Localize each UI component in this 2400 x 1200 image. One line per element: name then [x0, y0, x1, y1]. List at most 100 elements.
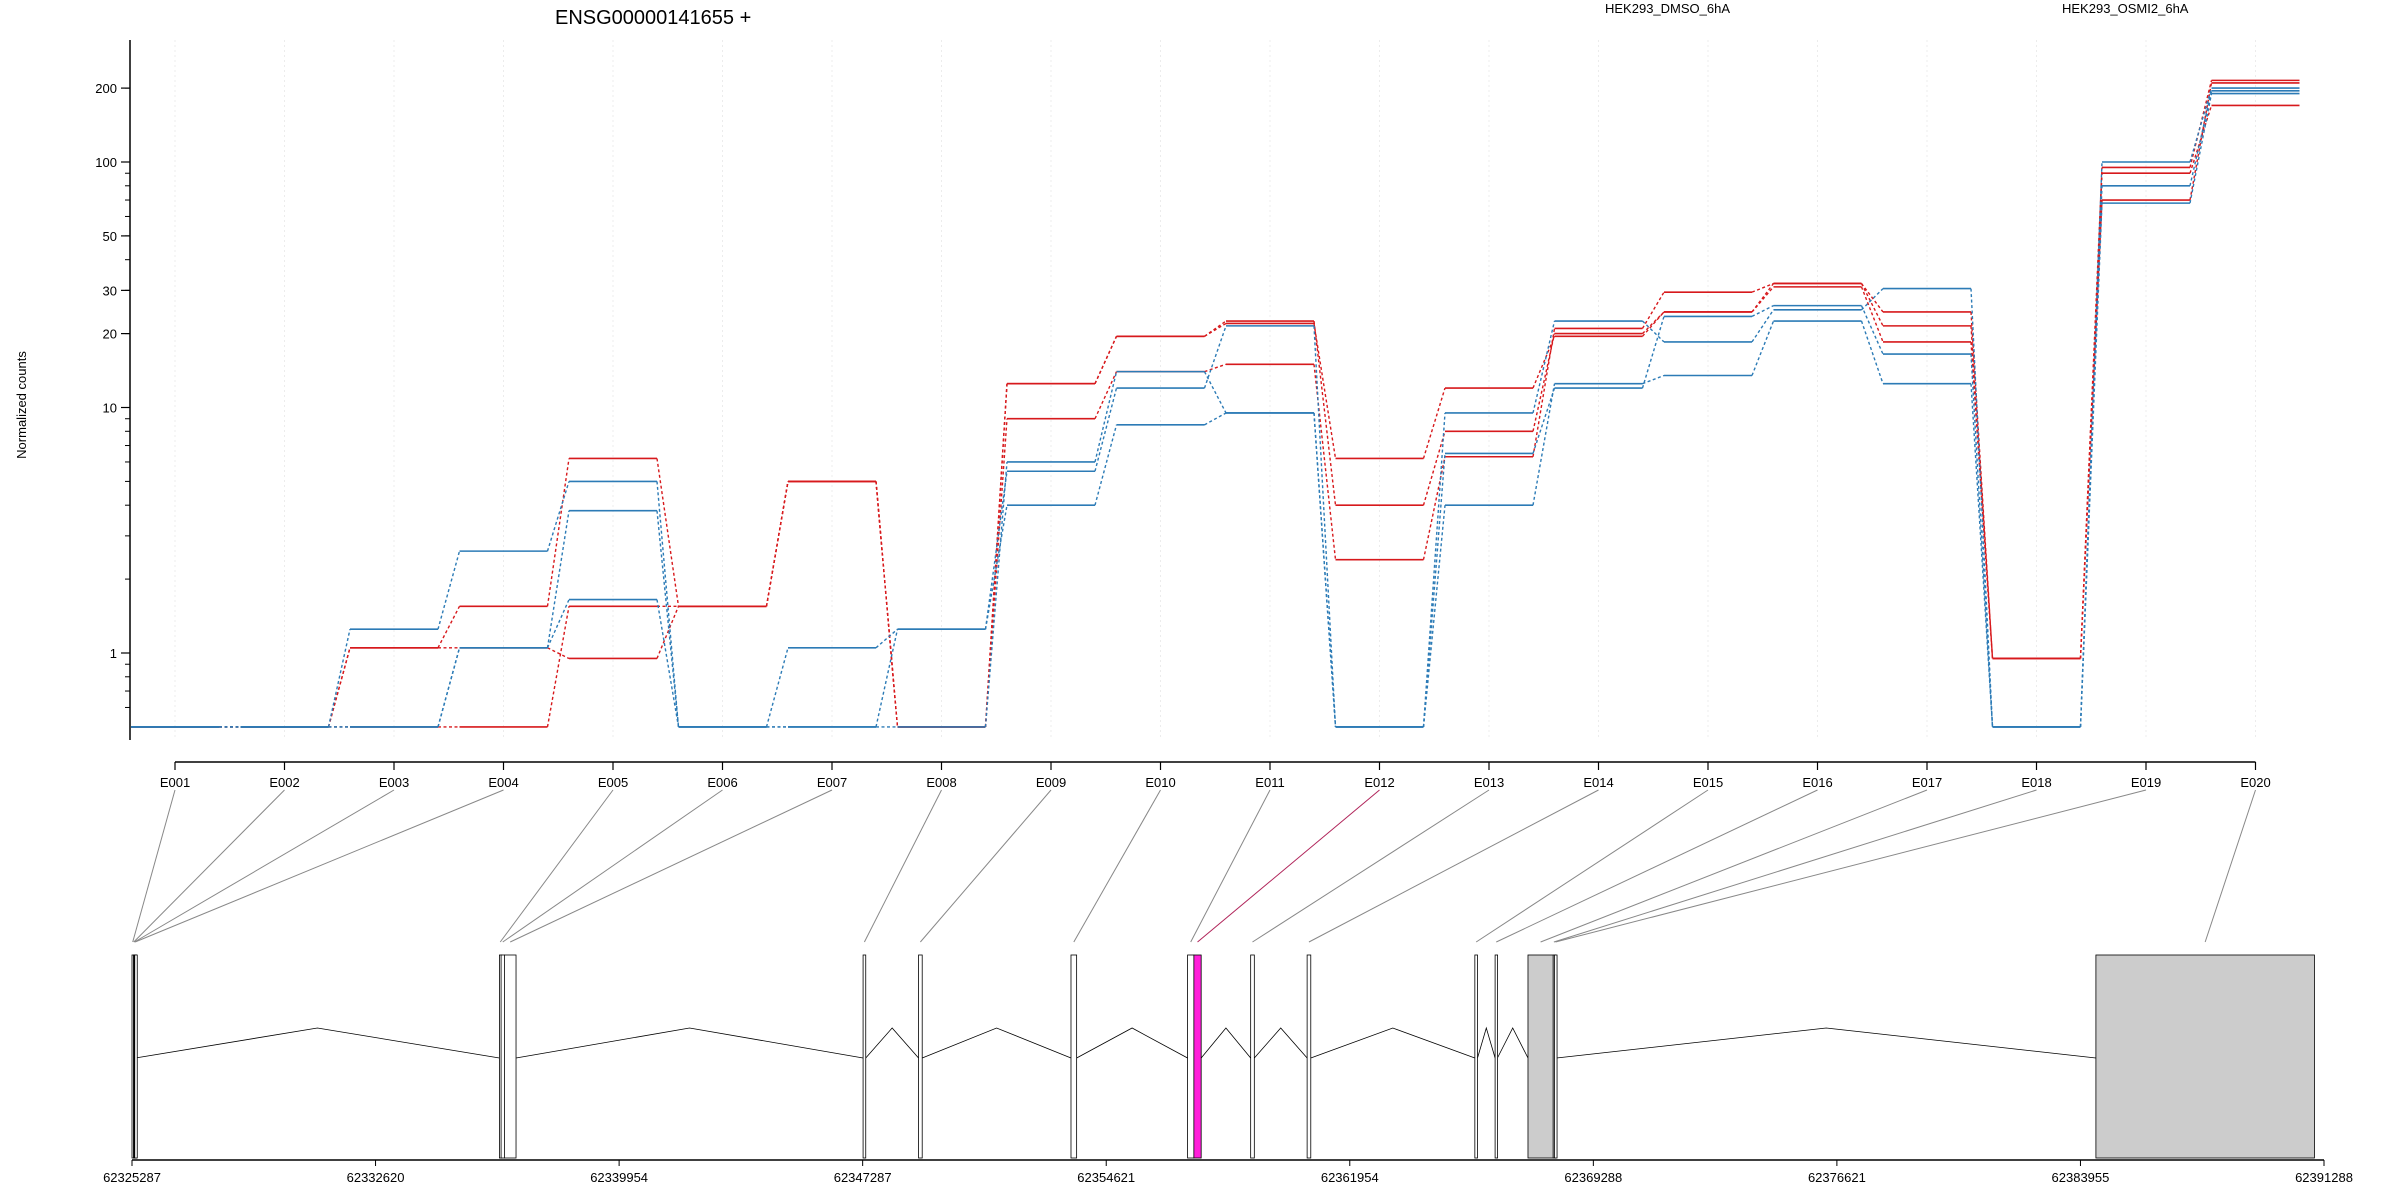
- series-connector: [656, 606, 680, 659]
- series-connector: [1970, 288, 1994, 727]
- series-connector: [984, 471, 1008, 630]
- x-tick-label: E019: [2131, 775, 2161, 790]
- series-connector: [1970, 354, 1994, 727]
- intron-line: [865, 1027, 919, 1059]
- intron-line: [1477, 1026, 1496, 1059]
- series-connector: [1970, 383, 1994, 727]
- series-connector: [656, 481, 680, 727]
- exon-box: [1306, 954, 1312, 1159]
- series-connector: [1422, 453, 1446, 727]
- chart-title: ENSG00000141655 +: [555, 7, 751, 29]
- series-connector: [1532, 328, 1556, 457]
- y-tick-label: 20: [103, 327, 117, 342]
- series-connector: [2189, 93, 2213, 204]
- exon-connector: [863, 789, 942, 943]
- y-tick-label: 200: [95, 81, 117, 96]
- x-tick-label: E012: [1364, 775, 1394, 790]
- series-connector: [1751, 304, 1774, 318]
- series-connector: [546, 510, 570, 648]
- series-connector: [2079, 199, 2103, 659]
- series-connector: [656, 458, 680, 607]
- series-connector: [1642, 374, 1665, 385]
- coordinate-tick-label: 62361954: [1321, 1170, 1379, 1185]
- coordinate-tick-label: 62339954: [590, 1170, 648, 1185]
- intron-line: [1200, 1027, 1251, 1059]
- legend-osmi: HEK293_OSMI2_6hA: [2062, 1, 2189, 16]
- series-connector: [1641, 316, 1665, 389]
- series-connector: [1532, 383, 1556, 506]
- series-connector: [1860, 283, 1884, 313]
- series-connector: [1094, 424, 1118, 506]
- grid: [174, 40, 2256, 740]
- exon-connector: [1540, 789, 1928, 943]
- series-connector: [327, 629, 351, 728]
- series-connector: [2079, 173, 2103, 659]
- exon-connector: [919, 789, 1052, 943]
- series-connector: [1860, 320, 1884, 384]
- series-connector: [1094, 387, 1118, 472]
- series-connector: [1751, 286, 1775, 313]
- coordinate-tick-label: 62332620: [347, 1170, 405, 1185]
- exon-connector: [510, 789, 833, 943]
- coordinate-tick-label: 62376621: [1808, 1170, 1866, 1185]
- series-connector: [1860, 283, 1884, 327]
- intron-line: [1556, 1027, 2096, 1059]
- series-connector: [1094, 336, 1118, 384]
- exon-connector: [132, 789, 176, 943]
- series-connector: [1641, 291, 1665, 329]
- exon-box: [1527, 954, 1554, 1159]
- intron-line: [1254, 1027, 1308, 1059]
- series-connector: [1422, 431, 1446, 506]
- x-tick-label: E002: [269, 775, 299, 790]
- x-tick-label: E009: [1036, 775, 1066, 790]
- series-connector: [1532, 320, 1556, 414]
- intron-line: [922, 1027, 1072, 1059]
- exon-box: [2095, 954, 2315, 1159]
- intron-line: [1076, 1027, 1188, 1059]
- x-tick-label: E007: [817, 775, 847, 790]
- series-connector: [1204, 322, 1227, 337]
- x-tick-label: E016: [1802, 775, 1832, 790]
- series-connector: [1532, 336, 1556, 389]
- series-connector: [2079, 203, 2103, 727]
- series-connector: [2189, 105, 2213, 174]
- exon-connector: [499, 789, 614, 943]
- series-connector: [1751, 320, 1775, 376]
- x-tick-label: E005: [598, 775, 628, 790]
- x-tick-label: E001: [160, 775, 190, 790]
- gene-model: 62325287 62332620 62339954 62347287 62354621…: [103, 954, 2353, 1185]
- series-connector: [1970, 325, 1994, 659]
- x-tick-label: E014: [1583, 775, 1613, 790]
- exon-connector: [134, 789, 504, 943]
- coordinate-tick-label: 62354621: [1077, 1170, 1135, 1185]
- exon-connector: [2204, 789, 2256, 943]
- exon-connector: [502, 789, 723, 943]
- series-connector: [1094, 371, 1118, 463]
- y-tick-label: 100: [95, 155, 117, 170]
- x-tick-label: E017: [1912, 775, 1942, 790]
- series-connector: [875, 629, 899, 728]
- exon-box: [134, 954, 138, 1159]
- exon-box: [500, 954, 505, 1159]
- series-connector: [1204, 320, 1227, 337]
- x-tick-label: E020: [2240, 775, 2270, 790]
- y-tick-label: 50: [103, 229, 117, 244]
- series-connector: [1313, 320, 1337, 506]
- series-connector: [984, 461, 1008, 727]
- legend-dmso: HEK293_DMSO_6hA: [1605, 1, 1730, 16]
- x-tick-label: E015: [1693, 775, 1723, 790]
- x-tick-label: E003: [379, 775, 409, 790]
- series-connector: [2189, 87, 2213, 163]
- exon-box: [862, 954, 867, 1159]
- series-connector: [1313, 325, 1337, 727]
- series-connector: [1313, 323, 1337, 459]
- y-axis-label: Normalized counts: [14, 351, 29, 459]
- series-connector: [1313, 412, 1337, 727]
- series-connector: [547, 647, 570, 660]
- exon-box: [1250, 954, 1255, 1159]
- exon-connector: [1252, 789, 1490, 943]
- intron-line: [515, 1027, 864, 1059]
- x-tick-label: E011: [1255, 775, 1284, 790]
- series-connector: [875, 481, 899, 727]
- exon-box: [504, 954, 517, 1159]
